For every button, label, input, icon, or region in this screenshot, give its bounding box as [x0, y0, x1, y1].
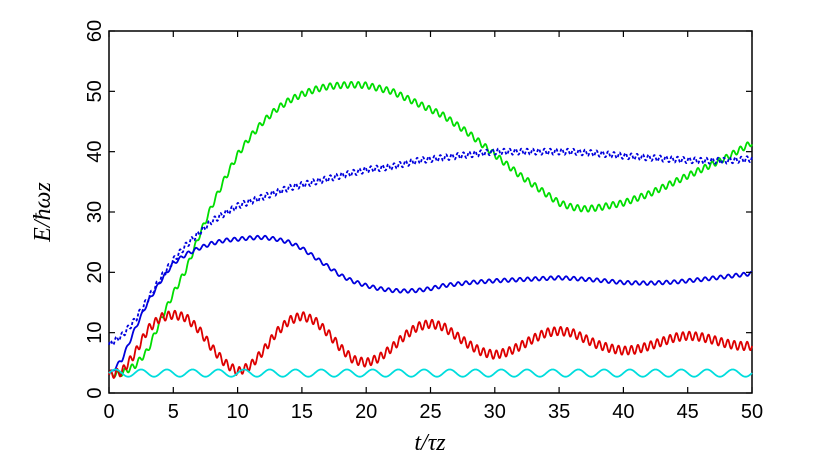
x-tick-label: 40 [612, 401, 634, 423]
x-tick-label: 10 [226, 401, 248, 423]
y-tick-label: 20 [84, 261, 106, 283]
x-tick-label: 25 [419, 401, 441, 423]
series-line-0 [108, 80, 753, 379]
y-tick-label: 60 [84, 20, 106, 42]
series-line-3 [108, 309, 753, 379]
x-tick-label: 45 [677, 401, 699, 423]
y-tick-label: 30 [84, 201, 106, 223]
tick-layer: 0 5 10 15 20 25 30 35 40 45 50 0 10 20 30 40 50 60 [84, 20, 763, 423]
series-layer [108, 80, 753, 379]
x-tick-label: 15 [291, 401, 313, 423]
y-tick-label: 10 [84, 322, 106, 344]
y-axis-label: E/ħωz [30, 182, 56, 243]
x-tick-label: 30 [484, 401, 506, 423]
x-tick-label: 50 [741, 401, 763, 423]
x-tick-label: 5 [168, 401, 179, 423]
y-tick-label: 50 [84, 80, 106, 102]
x-tick-label: 20 [355, 401, 377, 423]
y-tick-label: 0 [84, 387, 106, 398]
series-line-2 [108, 234, 753, 376]
x-axis-label: t/τz [414, 430, 446, 456]
y-tick-label: 40 [84, 141, 106, 163]
x-tick-label: 35 [548, 401, 570, 423]
x-tick-label: 0 [103, 401, 114, 423]
series-line-4 [108, 368, 753, 378]
